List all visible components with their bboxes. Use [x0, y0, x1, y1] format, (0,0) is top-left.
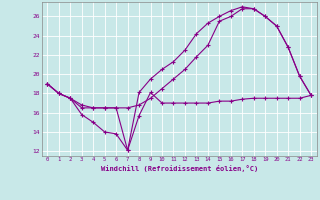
X-axis label: Windchill (Refroidissement éolien,°C): Windchill (Refroidissement éolien,°C) [100, 165, 258, 172]
